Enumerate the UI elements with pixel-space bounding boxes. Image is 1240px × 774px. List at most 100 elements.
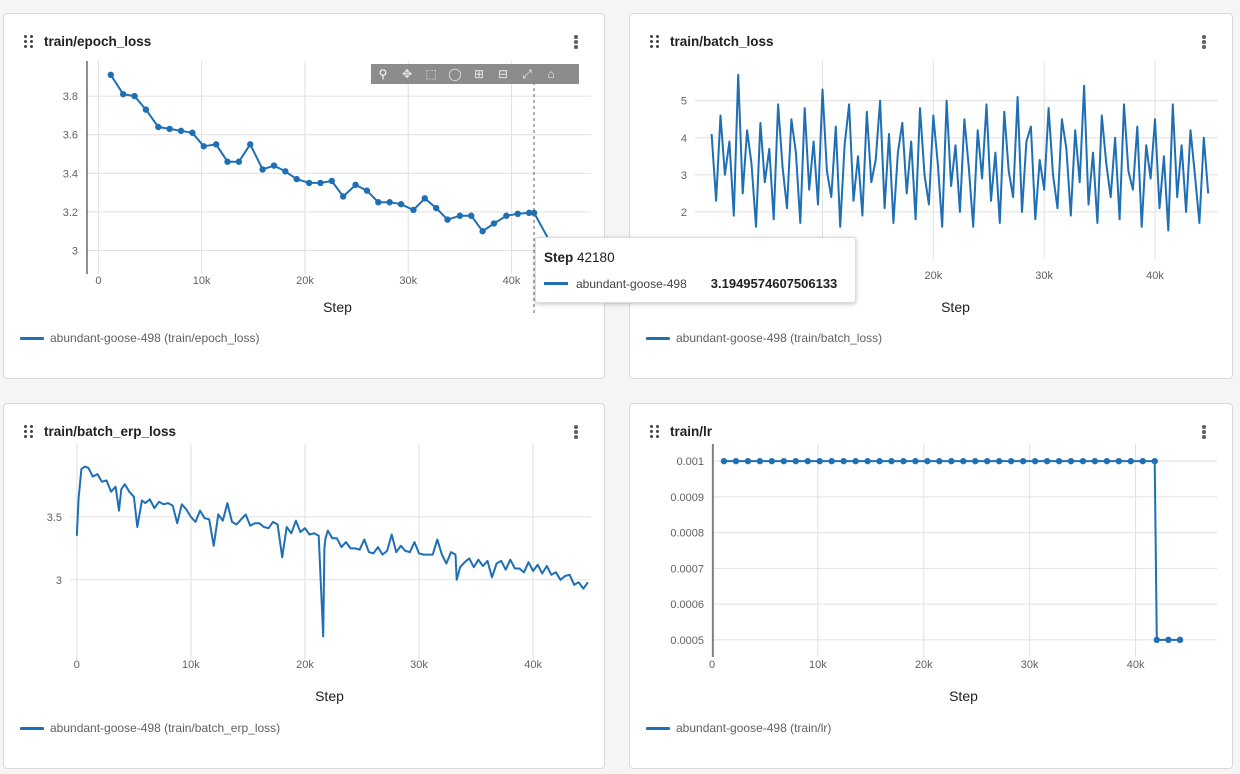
legend-swatch	[646, 336, 670, 340]
data-point	[995, 457, 1003, 465]
x-tick-label: 30k	[1035, 270, 1053, 282]
y-tick-label: 3	[681, 170, 687, 182]
data-point	[212, 141, 220, 148]
pan-icon[interactable]: ✥	[401, 67, 413, 81]
tooltip-step-value: 42180	[577, 250, 615, 265]
data-point	[756, 457, 764, 465]
data-point	[421, 195, 428, 202]
tooltip-value: 3.1949574607506133	[710, 276, 838, 291]
series-line	[109, 74, 562, 263]
x-tick-label: 20k	[915, 659, 933, 671]
data-point	[224, 158, 231, 165]
y-tick-label: 3	[56, 575, 62, 587]
data-point	[1176, 636, 1184, 644]
zoom-out-icon[interactable]: ⊟	[497, 67, 509, 81]
y-tick-label: 3.6	[63, 130, 78, 142]
more-options-icon[interactable]	[574, 35, 578, 49]
epoch-loss-plot[interactable]: 0 10k 20k 30k 40k 3 3.2 3.4 3.6 3.8 Step	[4, 14, 606, 334]
drag-handle-icon[interactable]	[650, 425, 660, 439]
y-tick-label: 0.0008	[670, 528, 704, 540]
data-point	[444, 216, 451, 223]
lasso-icon[interactable]: ◯	[448, 67, 462, 81]
data-point	[503, 212, 510, 219]
x-axis-title: Step	[949, 688, 978, 704]
y-tick-label: 0.0006	[670, 599, 704, 611]
legend: abundant-goose-498 (train/batch_loss)	[646, 331, 882, 345]
data-point	[317, 179, 324, 187]
legend-label: abundant-goose-498 (train/lr)	[676, 721, 832, 735]
chart-card-batch-loss: train/batch_loss 10k20k30k40k2345Step ab…	[629, 13, 1233, 379]
data-point	[852, 457, 859, 465]
tooltip-row: abundant-goose-498 3.1949574607506133	[544, 276, 837, 291]
box-select-icon[interactable]: ⬚	[425, 67, 437, 81]
data-point	[270, 162, 278, 169]
legend-label: abundant-goose-498 (train/batch_erp_loss…	[50, 721, 281, 735]
x-tick-label: 10k	[193, 275, 211, 287]
series-line	[724, 460, 1181, 641]
zoom-in-icon[interactable]: ⊞	[473, 67, 485, 81]
more-options-icon[interactable]	[574, 425, 578, 439]
data-point	[525, 209, 533, 217]
data-point	[235, 158, 243, 165]
data-point	[479, 227, 486, 235]
data-point	[282, 168, 289, 175]
data-point	[514, 210, 521, 218]
data-point	[900, 457, 907, 465]
data-point	[816, 457, 823, 465]
data-point	[804, 457, 811, 465]
x-axis-title: Step	[323, 299, 352, 315]
drag-handle-icon[interactable]	[24, 35, 34, 49]
data-point	[864, 457, 871, 465]
chart-card-epoch-loss: train/epoch_loss 0 10k 20k 30k 40k 3 3.2 3.4 3.6…	[3, 13, 605, 379]
data-point	[166, 125, 173, 133]
data-point	[1115, 457, 1123, 465]
drag-handle-icon[interactable]	[24, 425, 34, 439]
data-point	[410, 206, 417, 214]
data-point	[397, 200, 405, 208]
x-tick-label: 40k	[503, 275, 521, 287]
zoom-icon[interactable]: ⚲	[378, 67, 388, 81]
chart-card-lr: train/lr 0 10k 20k 30k 40k 0.0005 0.0006 0.0007…	[629, 403, 1233, 769]
series-line	[710, 73, 1210, 232]
legend-label: abundant-goose-498 (train/epoch_loss)	[50, 331, 260, 345]
x-axis-title: Step	[941, 299, 970, 315]
data-point	[530, 209, 538, 217]
chart-card-batch-erp-loss: train/batch_erp_loss 0 10k 20k 30k 40k 3 3.5 St…	[3, 403, 605, 769]
x-tick-label: 0	[95, 275, 101, 287]
chart-title: train/batch_loss	[670, 34, 774, 49]
y-tick-label: 0.0007	[670, 563, 704, 575]
legend-swatch	[646, 726, 670, 730]
data-point	[1043, 457, 1051, 465]
data-point	[960, 457, 967, 465]
tooltip-step-label: Step	[544, 250, 574, 265]
data-point	[840, 457, 847, 465]
lr-plot[interactable]: 0 10k 20k 30k 40k 0.0005 0.0006 0.0007 0.0008 0.0…	[630, 404, 1234, 724]
data-point	[468, 212, 475, 219]
more-options-icon[interactable]	[1202, 425, 1206, 439]
data-point	[1079, 457, 1087, 465]
x-tick-label: 20k	[296, 659, 314, 671]
x-tick-label: 0	[709, 659, 715, 671]
more-options-icon[interactable]	[1202, 35, 1206, 49]
chart-title: train/batch_erp_loss	[44, 424, 177, 439]
batch-erp-loss-plot[interactable]: 0 10k 20k 30k 40k 3 3.5 Step	[4, 404, 606, 724]
data-point	[107, 71, 114, 79]
data-point	[247, 141, 254, 148]
x-tick-label: 20k	[924, 270, 942, 282]
data-point	[293, 175, 300, 183]
data-point	[924, 457, 931, 465]
data-point	[119, 90, 127, 98]
data-point	[744, 457, 752, 465]
data-point	[888, 457, 895, 465]
data-point	[142, 106, 150, 113]
data-point	[948, 457, 955, 465]
data-point	[1019, 457, 1027, 465]
data-point	[375, 199, 382, 206]
drag-handle-icon[interactable]	[650, 35, 660, 49]
tooltip-swatch	[544, 282, 568, 285]
autoscale-icon[interactable]: ⤢	[522, 66, 532, 81]
plot-toolbar: ⚲ ✥ ⬚ ◯ ⊞ ⊟ ⤢ ⌂	[371, 64, 579, 84]
data-point	[386, 199, 393, 206]
y-tick-label: 3.5	[47, 512, 62, 524]
home-icon[interactable]: ⌂	[547, 67, 555, 81]
